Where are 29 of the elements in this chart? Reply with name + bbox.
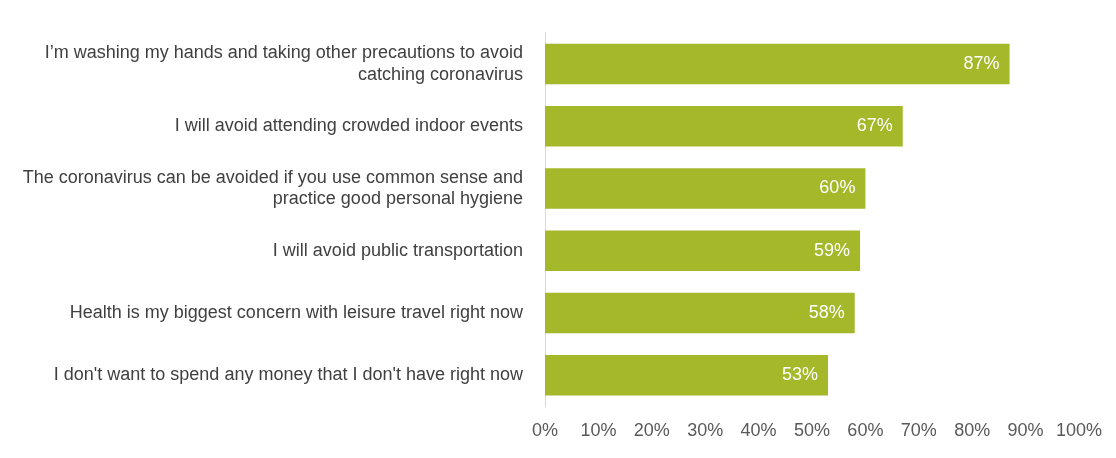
bar	[545, 292, 855, 334]
data-label: 53%	[781, 364, 819, 385]
data-label: 59%	[814, 239, 851, 260]
y-tick-label: I don't want to spend any money that I don't have right now	[53, 364, 524, 385]
bar	[545, 43, 1010, 85]
x-tick-label: 70%	[900, 420, 937, 441]
y-tick-label: I’m washing my hands and taking other precautions to avoid catching coronavirus	[44, 42, 523, 84]
data-label: 87%	[963, 52, 1000, 73]
x-tick-label: 20%	[633, 420, 670, 441]
x-tick-label: 10%	[580, 420, 617, 441]
data-label: 60%	[819, 177, 856, 198]
x-tick-label: 80%	[954, 420, 991, 441]
y-tick-label: Health is my biggest concern with leisure travel right now	[69, 301, 524, 322]
x-tick-label: 0%	[531, 420, 559, 441]
data-label: 67%	[856, 115, 893, 136]
x-tick-label: 100%	[1055, 420, 1102, 441]
bar	[545, 355, 829, 396]
bar	[545, 168, 866, 209]
x-tick-label: 50%	[793, 420, 831, 441]
y-tick-label: The coronavirus can be avoided if you use common sense and practice good personal hygiene	[22, 166, 523, 209]
y-tick-label: I will avoid public transportation	[272, 239, 523, 260]
x-tick-label: 60%	[847, 420, 884, 441]
bar	[545, 105, 903, 147]
bar	[545, 230, 861, 271]
x-tick-label: 90%	[1007, 420, 1044, 441]
data-label: 58%	[808, 301, 845, 322]
x-tick-label: 30%	[687, 420, 724, 441]
y-tick-label: I will avoid attending crowded indoor events	[174, 115, 523, 136]
x-tick-label: 40%	[740, 420, 777, 441]
